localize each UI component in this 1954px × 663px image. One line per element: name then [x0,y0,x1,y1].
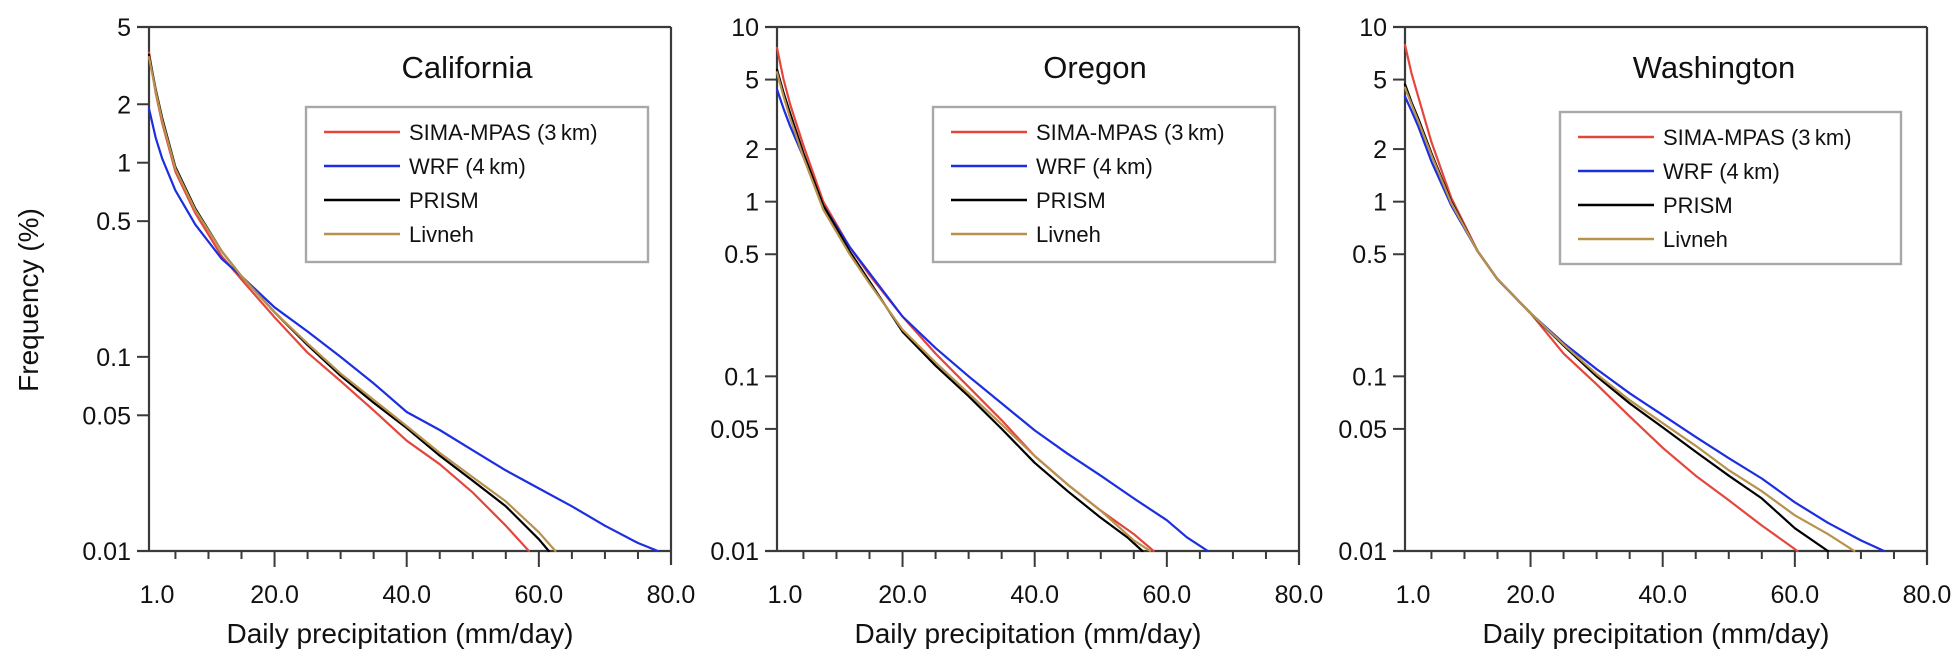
x-tick-label: 1.0 [1396,581,1431,609]
legend-label-sima-mpas-3-km: SIMA-MPAS (3 km) [1663,125,1852,150]
x-tick-label: 60.0 [1143,581,1192,609]
legend: SIMA-MPAS (3 km) WRF (4 km) PRISM Livneh [931,105,1277,264]
legend-label-prism: PRISM [409,188,479,213]
x-tick-label: 40.0 [1010,581,1059,609]
series-line-wrf-4-km [147,107,659,553]
y-tick-label: 0.05 [82,402,131,430]
y-tick-label: 0.5 [1352,241,1387,269]
x-axis-title: Daily precipitation (mm/day) [227,618,574,649]
y-tick-label: 0.1 [724,363,759,391]
x-tick-label: 60.0 [515,581,564,609]
legend-label-wrf-4-km: WRF (4 km) [1036,154,1153,179]
legend-label-wrf-4-km: WRF (4 km) [1663,159,1780,184]
y-tick-label: 2 [745,136,759,164]
y-tick-label: 0.5 [96,208,131,236]
legend: SIMA-MPAS (3 km) WRF (4 km) PRISM Livneh [304,105,650,264]
x-tick-label: 80.0 [1275,581,1324,609]
series-line-livneh [147,56,557,553]
panel-title: Washington [1633,50,1796,85]
legend-label-prism: PRISM [1663,193,1733,218]
y-tick-label: 0.01 [710,538,759,566]
y-tick-label: 1 [745,189,759,217]
y-tick-label: 0.01 [82,538,131,566]
y-tick-label: 0.1 [96,344,131,372]
panel-title: Oregon [1043,50,1146,85]
x-tick-label: 1.0 [140,581,175,609]
panel-washington: 0.01 0.05 0.1 0.5 1 2 5 10 1.0 20.0 40.0 60.0 80.0 Da… [1338,14,1951,649]
panel-title: California [402,50,534,85]
panel-oregon: 0.01 0.05 0.1 0.5 1 2 5 10 1.0 20.0 40.0 60.0 80.0 Da… [710,14,1323,649]
y-tick-label: 5 [745,67,759,95]
y-tick-label: 0.05 [710,416,759,444]
panel-california: 0.01 0.05 0.1 0.5 1 2 5 1.0 20.0 40.0 60.0 80.0 Dail… [82,14,695,649]
legend: SIMA-MPAS (3 km) WRF (4 km) PRISM Livneh [1558,110,1903,266]
x-axis-title: Daily precipitation (mm/day) [1483,618,1830,649]
series-line-wrf-4-km [1403,95,1886,553]
x-tick-label: 20.0 [878,581,927,609]
y-tick-label: 10 [1359,14,1387,42]
x-tick-label: 80.0 [1903,581,1952,609]
x-axis-title: Daily precipitation (mm/day) [855,618,1202,649]
x-tick-label: 40.0 [382,581,431,609]
series-group [1403,43,1886,553]
series-line-sima-mpas-3-km [1403,43,1799,553]
y-tick-label: 5 [1373,67,1387,95]
x-tick-label: 20.0 [1506,581,1555,609]
x-tick-label: 60.0 [1771,581,1820,609]
legend-label-livneh: Livneh [409,222,474,247]
y-tick-label: 0.05 [1338,416,1387,444]
y-tick-label: 2 [117,91,131,119]
series-line-prism [775,68,1144,553]
y-tick-label: 1 [1373,189,1387,217]
legend-label-sima-mpas-3-km: SIMA-MPAS (3 km) [1036,120,1225,145]
x-tick-label: 20.0 [250,581,299,609]
y-tick-label: 2 [1373,136,1387,164]
series-line-livneh [775,71,1152,553]
series-group [147,51,659,553]
series-group [775,46,1209,553]
x-tick-label: 40.0 [1638,581,1687,609]
x-tick-label: 1.0 [768,581,803,609]
legend-label-livneh: Livneh [1036,222,1101,247]
y-tick-label: 10 [731,14,759,42]
y-tick-label: 0.01 [1338,538,1387,566]
y-tick-label: 5 [117,14,131,42]
y-axis-title: Frequency (%) [13,208,44,392]
x-tick-label: 80.0 [647,581,696,609]
y-tick-label: 0.1 [1352,363,1387,391]
legend-label-livneh: Livneh [1663,227,1728,252]
legend-label-sima-mpas-3-km: SIMA-MPAS (3 km) [409,120,598,145]
series-line-livneh [1403,86,1856,553]
y-tick-label: 1 [117,150,131,178]
legend-label-prism: PRISM [1036,188,1106,213]
legend-label-wrf-4-km: WRF (4 km) [409,154,526,179]
y-tick-label: 0.5 [724,241,759,269]
